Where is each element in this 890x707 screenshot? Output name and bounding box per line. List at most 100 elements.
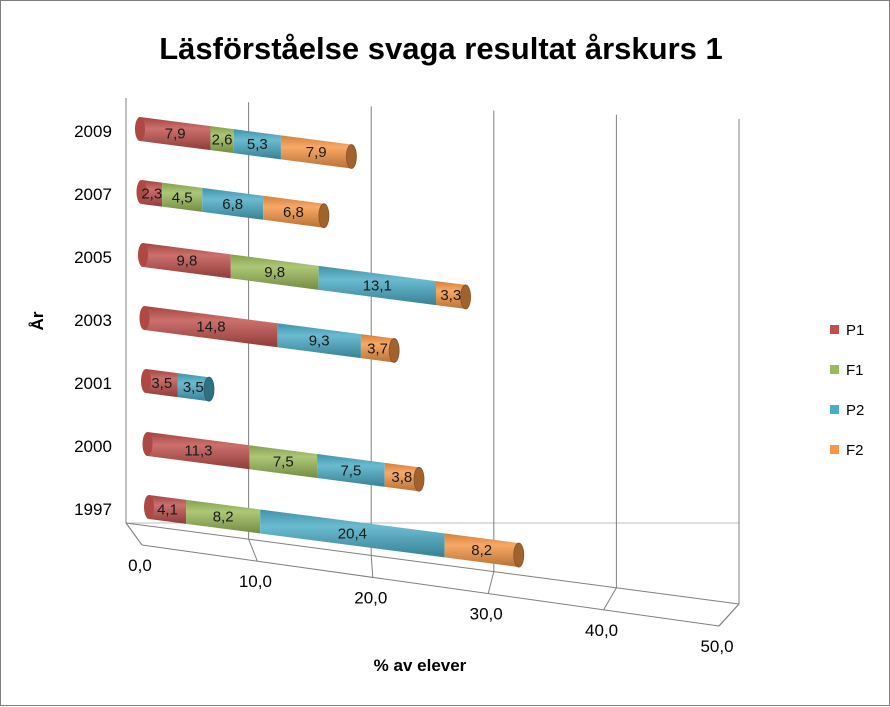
data-label: 5,3 — [247, 136, 268, 153]
bar-body — [186, 499, 261, 534]
data-label: 9,3 — [309, 333, 330, 350]
data-label: 7,5 — [340, 462, 361, 479]
floor-line — [370, 555, 374, 578]
data-label: 9,8 — [176, 253, 197, 270]
bar-cap-start — [144, 495, 154, 519]
x-axis-line — [125, 522, 740, 605]
bar-body — [146, 369, 178, 398]
bar-segment — [162, 182, 203, 212]
axes: 0,0 10,0 20,0 30,0 40,0 50,0 1997 2000 2001 2003 2… — [74, 98, 740, 656]
bar-segment — [177, 373, 215, 402]
x-tick-label: 50,0 — [700, 637, 733, 656]
data-label: 3,5 — [151, 375, 172, 392]
data-label: 3,7 — [367, 340, 388, 357]
legend-label: P2 — [846, 402, 864, 419]
bar-body — [360, 334, 395, 363]
data-label: 11,3 — [184, 443, 212, 460]
bar-cap-start — [139, 306, 150, 330]
data-label: 6,8 — [283, 204, 304, 221]
bar-segment — [139, 306, 278, 348]
bar-body — [143, 243, 231, 279]
legend-label: P1 — [846, 322, 864, 339]
bar-body — [149, 495, 187, 524]
bar-segment — [435, 281, 471, 310]
data-label: 8,2 — [213, 509, 234, 526]
bar-cap-start — [135, 117, 145, 141]
bar-body — [280, 135, 352, 169]
bar-segment — [280, 135, 357, 169]
data-label: 9,8 — [264, 264, 285, 281]
bar-segment — [186, 499, 261, 534]
floor-line — [603, 587, 617, 611]
bar-body — [140, 117, 211, 151]
bar-segment — [142, 432, 250, 470]
x-tick-label: 0,0 — [128, 556, 152, 575]
data-label: 2,3 — [141, 185, 162, 202]
x-axis-title: % av elever — [374, 656, 467, 675]
data-label: 20,4 — [338, 525, 367, 542]
bar-body — [177, 373, 209, 402]
floor-front-edge — [141, 544, 720, 627]
legend-label: F2 — [846, 442, 864, 459]
bar-body — [318, 265, 436, 306]
y-category-label: 2005 — [74, 248, 112, 267]
chart-title: Läsförståelse svaga resultat årskurs 1 — [159, 31, 722, 66]
bar-segment — [230, 254, 319, 290]
bar-body — [435, 281, 466, 309]
bar-cap-start — [136, 180, 147, 204]
bar-body — [277, 323, 361, 359]
data-label: 6,8 — [222, 196, 243, 213]
bar-body — [317, 454, 385, 487]
floor-line — [248, 539, 258, 562]
legend-swatch — [830, 405, 839, 414]
x-tick-label: 30,0 — [470, 605, 503, 624]
data-label: 7,5 — [273, 454, 294, 471]
data-label: 3,8 — [391, 469, 412, 486]
bar-body — [384, 462, 420, 492]
bar-cap-start — [142, 432, 153, 456]
bar-cap-end — [203, 376, 215, 402]
bar-segment — [202, 187, 264, 220]
bar-cap-end — [346, 144, 357, 169]
bar-body — [444, 533, 519, 568]
legend-label: F1 — [846, 362, 864, 379]
data-label: 13,1 — [363, 277, 392, 294]
bar-segment — [141, 369, 178, 398]
bar-segment — [249, 445, 318, 479]
bar-segment — [317, 454, 385, 487]
data-label: 2,6 — [212, 132, 233, 149]
bar-body — [210, 126, 234, 154]
y-axis-title: År — [28, 311, 47, 330]
bar-cap-end — [388, 338, 400, 363]
data-label: 7,9 — [165, 126, 186, 143]
bar-segment — [260, 509, 445, 558]
bar-cap-end — [460, 284, 471, 310]
bar-cap-end — [318, 203, 330, 229]
bar-body — [260, 509, 445, 558]
data-label: 7,9 — [306, 144, 327, 161]
legend-swatch — [830, 325, 839, 334]
bar-segment — [135, 117, 211, 151]
bar-segment — [384, 462, 425, 492]
y-category-label: 2007 — [74, 185, 112, 204]
data-label: 14,8 — [196, 319, 225, 336]
x-tick-label: 20,0 — [354, 588, 387, 607]
labels: 4,1 8,2 20,4 8,2 11,3 7,5 7,5 3,8 3,5 3,5 14,8 9,3 3… — [141, 126, 492, 560]
bar-segment — [277, 323, 361, 359]
bar-body — [147, 432, 250, 470]
bar-body — [263, 195, 324, 228]
y-category-label: 2003 — [74, 311, 112, 330]
axis-corner — [718, 603, 740, 627]
data-label: 4,1 — [157, 501, 178, 518]
bar-body — [249, 445, 318, 479]
bar-cap-end — [413, 466, 425, 492]
bar-body — [230, 254, 319, 290]
bar-segment — [444, 533, 525, 568]
bar-segment — [360, 334, 400, 363]
bar-segment — [144, 495, 187, 524]
x-tick-label: 40,0 — [585, 621, 618, 640]
bar-body — [202, 187, 264, 220]
x-tick-label: 10,0 — [239, 572, 272, 591]
